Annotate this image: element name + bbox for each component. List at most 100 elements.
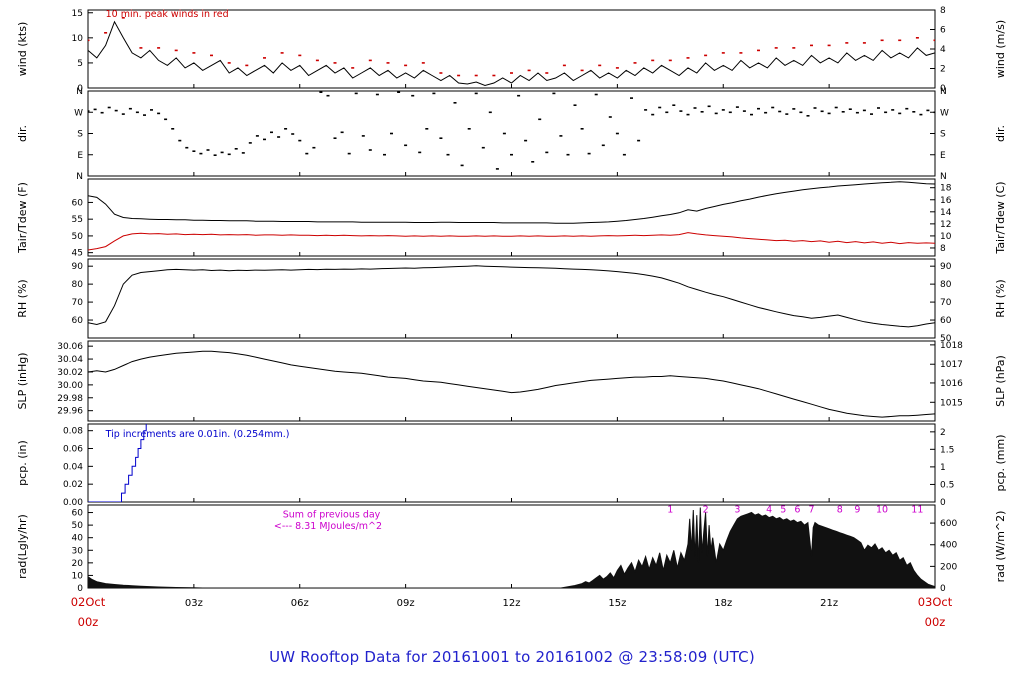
y-tick-label-right: 0 bbox=[940, 498, 946, 508]
wind-direction-point bbox=[220, 151, 224, 154]
wind-direction-point bbox=[411, 94, 415, 97]
wind-direction-point bbox=[728, 111, 732, 114]
y-tick-label-left: 55 bbox=[72, 215, 83, 225]
y-tick-label-left: 0.08 bbox=[63, 427, 83, 437]
peak-wind-10min-point bbox=[421, 62, 425, 64]
wind-direction-point bbox=[665, 111, 669, 114]
panel-rh: 60 70 80 90 50 60 70 80 90 RH (%) RH (%) bbox=[16, 258, 1007, 344]
panel-frame bbox=[87, 340, 936, 422]
y-tick-label-right: 0 bbox=[940, 84, 946, 94]
y-tick-label-left: 50 bbox=[72, 521, 84, 531]
wind-direction-point bbox=[255, 135, 259, 137]
peak-wind-10min-point bbox=[457, 74, 461, 77]
panel-annotation: 7 bbox=[808, 505, 814, 516]
panel-annotation: 2 bbox=[703, 505, 709, 516]
peak-wind-10min-point bbox=[810, 44, 813, 47]
y-tick-label-right: 6 bbox=[940, 25, 946, 35]
peak-wind-10min-point bbox=[351, 67, 355, 69]
wind-direction-point bbox=[312, 146, 316, 149]
wind-direction-point bbox=[771, 106, 775, 109]
y-tick-label-right: 600 bbox=[940, 519, 957, 529]
wind-direction-point bbox=[573, 104, 577, 106]
x-tick-label: 03z bbox=[185, 598, 203, 609]
y-tick-label-left: 60 bbox=[72, 509, 84, 519]
y-tick-label-right: 18 bbox=[940, 184, 952, 194]
peak-wind-10min-point bbox=[598, 64, 602, 67]
peak-wind-10min-point bbox=[562, 64, 566, 67]
peak-wind-10min-point bbox=[757, 49, 760, 52]
y-tick-label-left: 30.06 bbox=[57, 342, 83, 352]
wind-direction-point bbox=[121, 113, 125, 115]
panel-frame bbox=[87, 9, 936, 89]
axis-title-right: pcp. (mm) bbox=[994, 434, 1007, 491]
x-tick-label: 09z bbox=[397, 598, 415, 609]
y-tick-label-right: 90 bbox=[940, 262, 952, 272]
wind-direction-point bbox=[234, 148, 238, 150]
y-tick-label-left: 0 bbox=[77, 584, 83, 594]
wind-direction-point bbox=[714, 112, 718, 115]
y-tick-label-right: N bbox=[940, 87, 947, 97]
peak-wind-10min-point bbox=[227, 62, 231, 64]
wind-direction-point bbox=[834, 106, 838, 109]
wind-direction-point bbox=[531, 161, 535, 163]
panel-annotation: 10 bbox=[876, 505, 888, 516]
wind-direction-point bbox=[799, 111, 803, 114]
wind-direction-point bbox=[841, 111, 845, 113]
y-tick-label-left: S bbox=[77, 130, 83, 140]
wind-direction-point bbox=[284, 128, 288, 130]
y-tick-label-left: 30.00 bbox=[57, 381, 83, 391]
peak-wind-10min-point bbox=[157, 47, 161, 49]
wind-speed-kts-line bbox=[88, 20, 935, 87]
peak-wind-10min-point bbox=[615, 67, 619, 69]
wind-direction-point bbox=[637, 139, 641, 142]
panel-frame bbox=[87, 423, 936, 503]
x-start-hour: 00z bbox=[78, 615, 99, 629]
wind-direction-point bbox=[912, 111, 916, 113]
wind-direction-point bbox=[143, 114, 146, 116]
wind-direction-point bbox=[150, 109, 153, 111]
peak-wind-10min-point bbox=[545, 72, 549, 74]
wind-direction-point bbox=[495, 168, 499, 170]
panel-annotation: 6 bbox=[794, 505, 800, 516]
x-end-hour: 00z bbox=[925, 615, 946, 629]
series-layer bbox=[88, 507, 935, 588]
wind-direction-point bbox=[383, 153, 386, 156]
wind-direction-point bbox=[764, 111, 768, 114]
peak-wind-10min-point bbox=[527, 69, 531, 72]
y-tick-label-right: 10 bbox=[940, 232, 952, 242]
wind-direction-point bbox=[263, 138, 266, 141]
wind-direction-point bbox=[926, 109, 930, 112]
panel-annotation: 4 bbox=[766, 505, 772, 516]
y-tick-label-right: 2 bbox=[940, 64, 946, 74]
wind-direction-point bbox=[467, 128, 471, 130]
wind-direction-point bbox=[460, 164, 464, 167]
y-tick-label-left: E bbox=[77, 151, 83, 161]
wind-direction-point bbox=[933, 111, 935, 114]
wind-direction-point bbox=[545, 151, 549, 154]
y-tick-label-left: 50 bbox=[72, 232, 84, 242]
wind-direction-point bbox=[488, 111, 492, 114]
x-start-date: 02Oct bbox=[71, 595, 106, 609]
axis-title-right: wind (m/s) bbox=[994, 20, 1007, 78]
wind-direction-point bbox=[630, 97, 633, 99]
y-tick-label-right: 1017 bbox=[940, 360, 963, 370]
y-tick-label-right: 14 bbox=[940, 208, 952, 218]
y-tick-label-left: 20 bbox=[72, 559, 84, 569]
sea-level-pressure-line bbox=[88, 350, 935, 418]
y-tick-label-left: 0.02 bbox=[63, 480, 83, 490]
wind-direction-point bbox=[164, 118, 168, 121]
y-tick-label-left: 10 bbox=[72, 571, 84, 581]
y-tick-label-right: 4 bbox=[940, 45, 946, 55]
y-tick-label-right: 1 bbox=[940, 463, 946, 473]
axis-title-right: SLP (hPa) bbox=[994, 355, 1007, 407]
peak-wind-10min-point bbox=[915, 37, 919, 39]
wind-direction-point bbox=[658, 106, 662, 109]
wind-direction-point bbox=[693, 107, 697, 109]
series-layer bbox=[88, 91, 935, 170]
axis-title-right: RH (%) bbox=[994, 279, 1007, 317]
y-tick-label-right: 0 bbox=[940, 584, 946, 594]
wind-direction-point bbox=[813, 107, 817, 109]
wind-direction-point bbox=[919, 113, 923, 116]
